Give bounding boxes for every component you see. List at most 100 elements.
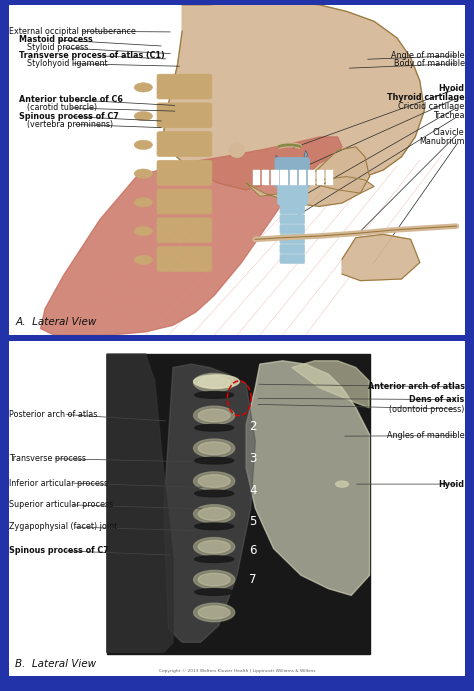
- Text: Zygapophysial (facet) joint: Zygapophysial (facet) joint: [9, 522, 118, 531]
- Text: 3: 3: [249, 452, 257, 465]
- Text: Copyright © 2013 Wolters Kluwer Health | Lippincott Williams & Wilkins: Copyright © 2013 Wolters Kluwer Health |…: [159, 669, 315, 673]
- Ellipse shape: [134, 198, 153, 207]
- Ellipse shape: [134, 169, 153, 178]
- Text: 2: 2: [249, 419, 257, 433]
- Polygon shape: [292, 361, 369, 408]
- Text: Anterior arch of atlas: Anterior arch of atlas: [367, 382, 465, 391]
- FancyBboxPatch shape: [280, 234, 305, 244]
- Bar: [308, 170, 315, 177]
- Bar: [262, 177, 269, 185]
- Text: Spinous process of C7: Spinous process of C7: [9, 547, 109, 556]
- FancyBboxPatch shape: [280, 245, 305, 254]
- Ellipse shape: [195, 392, 234, 398]
- Text: Anterior tubercle of C6: Anterior tubercle of C6: [18, 95, 122, 104]
- Bar: [326, 170, 333, 177]
- Bar: [299, 177, 306, 185]
- Ellipse shape: [198, 508, 230, 520]
- Text: Mastoid process: Mastoid process: [18, 35, 92, 44]
- Text: Cricoid cartilage: Cricoid cartilage: [398, 102, 465, 111]
- Ellipse shape: [229, 143, 245, 158]
- Polygon shape: [107, 354, 173, 652]
- FancyBboxPatch shape: [157, 103, 212, 128]
- Bar: [326, 177, 333, 185]
- Text: Hyoid: Hyoid: [438, 84, 465, 93]
- Ellipse shape: [193, 472, 235, 491]
- FancyBboxPatch shape: [157, 247, 212, 272]
- Text: Dens of axis: Dens of axis: [410, 395, 465, 404]
- Ellipse shape: [193, 406, 235, 424]
- Bar: [253, 177, 260, 185]
- Text: Trachea: Trachea: [433, 111, 465, 120]
- Text: Superior articular process: Superior articular process: [9, 500, 114, 509]
- Polygon shape: [164, 364, 255, 643]
- FancyBboxPatch shape: [280, 215, 305, 224]
- Text: Transverse process of atlas (C1): Transverse process of atlas (C1): [18, 51, 164, 60]
- FancyBboxPatch shape: [157, 74, 212, 99]
- FancyBboxPatch shape: [157, 132, 212, 156]
- Ellipse shape: [134, 140, 153, 149]
- Bar: [271, 177, 279, 185]
- FancyBboxPatch shape: [157, 189, 212, 214]
- Text: Stylohyoid ligament: Stylohyoid ligament: [27, 59, 108, 68]
- Ellipse shape: [198, 540, 230, 553]
- Ellipse shape: [134, 255, 153, 265]
- Bar: [299, 170, 306, 177]
- Text: B.  Lateral View: B. Lateral View: [15, 659, 97, 670]
- Polygon shape: [246, 147, 370, 207]
- FancyBboxPatch shape: [275, 158, 310, 187]
- Ellipse shape: [195, 589, 234, 596]
- Ellipse shape: [134, 83, 153, 92]
- Text: (odontoid process): (odontoid process): [389, 404, 465, 413]
- Polygon shape: [342, 234, 420, 281]
- Polygon shape: [246, 361, 370, 596]
- Bar: [308, 177, 315, 185]
- FancyBboxPatch shape: [280, 225, 305, 234]
- Text: External occipital protuberance: External occipital protuberance: [9, 27, 137, 36]
- Ellipse shape: [193, 570, 235, 589]
- Ellipse shape: [198, 475, 230, 487]
- Text: 7: 7: [249, 573, 257, 586]
- Text: 4: 4: [249, 484, 257, 498]
- Bar: [317, 170, 324, 177]
- Ellipse shape: [193, 504, 235, 523]
- FancyBboxPatch shape: [157, 218, 212, 243]
- Bar: [262, 170, 269, 177]
- FancyBboxPatch shape: [280, 205, 305, 214]
- Text: Spinous process of C7: Spinous process of C7: [18, 112, 118, 121]
- Polygon shape: [292, 177, 374, 193]
- Ellipse shape: [193, 603, 235, 622]
- FancyBboxPatch shape: [278, 185, 308, 205]
- Bar: [253, 170, 260, 177]
- Ellipse shape: [193, 373, 235, 392]
- Ellipse shape: [195, 490, 234, 497]
- Text: 6: 6: [249, 545, 257, 558]
- Text: Posterior arch of atlas: Posterior arch of atlas: [9, 410, 98, 419]
- FancyBboxPatch shape: [157, 160, 212, 185]
- Bar: [281, 170, 288, 177]
- Ellipse shape: [193, 375, 239, 388]
- Ellipse shape: [195, 556, 234, 562]
- Polygon shape: [164, 1, 424, 190]
- Ellipse shape: [198, 574, 230, 586]
- Ellipse shape: [198, 442, 230, 455]
- Bar: [317, 177, 324, 185]
- Bar: [281, 177, 288, 185]
- Text: Styloid process: Styloid process: [27, 44, 88, 53]
- Text: A.  Lateral View: A. Lateral View: [15, 317, 97, 328]
- Text: Body of mandible: Body of mandible: [393, 59, 465, 68]
- Ellipse shape: [134, 111, 153, 121]
- Ellipse shape: [193, 439, 235, 457]
- Text: Angles of mandible: Angles of mandible: [387, 431, 465, 440]
- Text: (carotid tubercle): (carotid tubercle): [27, 104, 97, 113]
- Ellipse shape: [134, 227, 153, 236]
- Text: Clavicle: Clavicle: [433, 129, 465, 138]
- Bar: [271, 170, 279, 177]
- Ellipse shape: [198, 409, 230, 422]
- Ellipse shape: [193, 538, 235, 556]
- Polygon shape: [40, 137, 342, 335]
- Ellipse shape: [336, 481, 348, 487]
- Ellipse shape: [195, 424, 234, 431]
- Text: Thyroid cartilage: Thyroid cartilage: [387, 93, 465, 102]
- Ellipse shape: [195, 523, 234, 530]
- Text: Transverse process: Transverse process: [9, 454, 86, 463]
